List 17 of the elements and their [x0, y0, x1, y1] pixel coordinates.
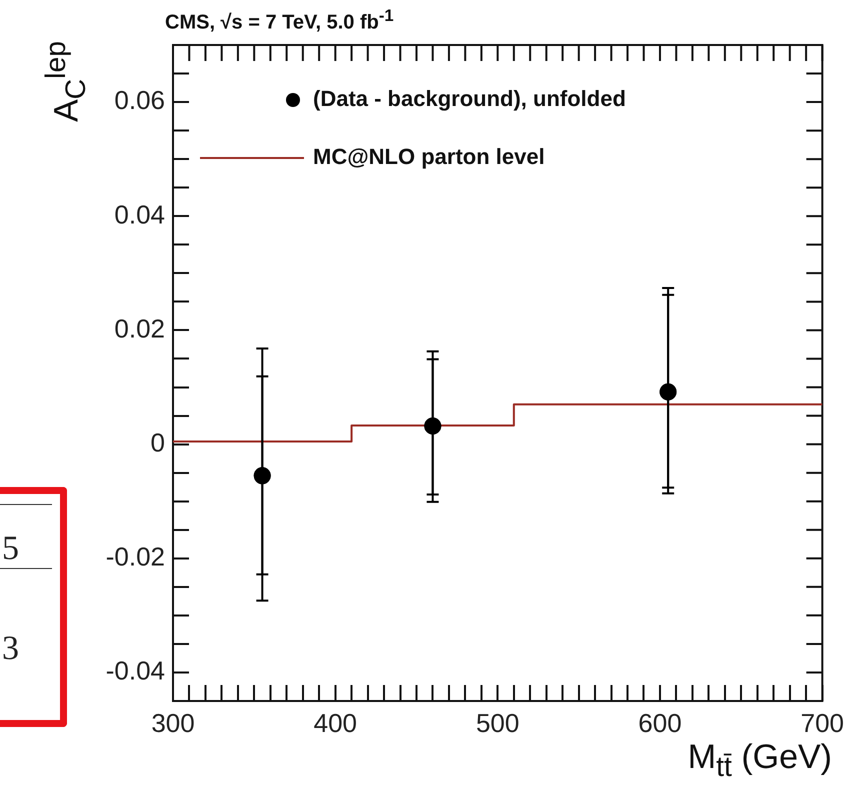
y-tick-label: -0.02 — [106, 542, 165, 572]
x-tick-label: 600 — [638, 708, 682, 738]
y-tick-label: 0.06 — [114, 85, 165, 116]
y-tick-label: 0.04 — [114, 199, 165, 230]
x-tick-label: 300 — [151, 708, 195, 738]
legend-label: (Data - background), unfolded — [313, 86, 626, 112]
y-tick-label: 0.02 — [114, 313, 165, 344]
chart-title: CMS, √s = 7 TeV, 5.0 fb$^{-1}$ — [165, 6, 394, 35]
x-tick-label: 400 — [314, 708, 358, 738]
y-tick-label: -0.04 — [106, 656, 165, 686]
text: 5 — [2, 530, 19, 568]
x-axis-title: M$_{tt̄}$ (GeV) — [688, 738, 832, 784]
legend-label: MC@NLO parton level — [313, 144, 545, 170]
x-tick-label: 500 — [476, 708, 520, 738]
text: 3 — [2, 630, 19, 668]
x-tick-label: 700 — [800, 708, 844, 738]
y-tick-label: 0 — [150, 427, 165, 458]
